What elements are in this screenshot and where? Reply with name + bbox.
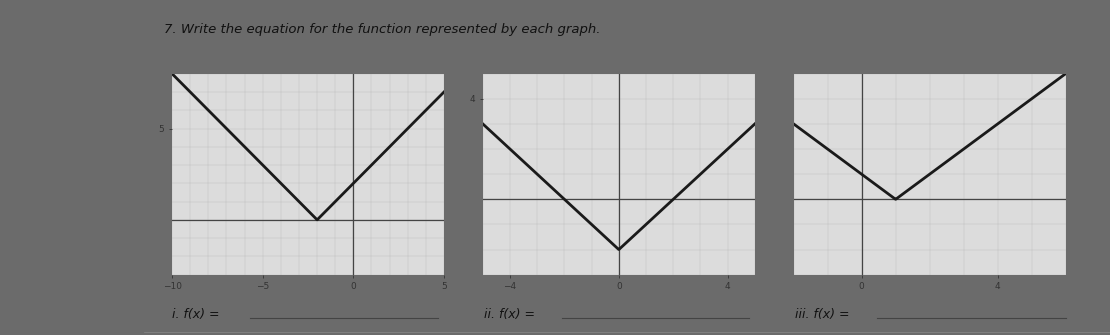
Text: i. f(x) =: i. f(x) = — [172, 309, 220, 321]
Text: iii. f(x) =: iii. f(x) = — [795, 309, 849, 321]
Text: ii. f(x) =: ii. f(x) = — [484, 309, 535, 321]
Text: 7. Write the equation for the function represented by each graph.: 7. Write the equation for the function r… — [163, 23, 601, 37]
